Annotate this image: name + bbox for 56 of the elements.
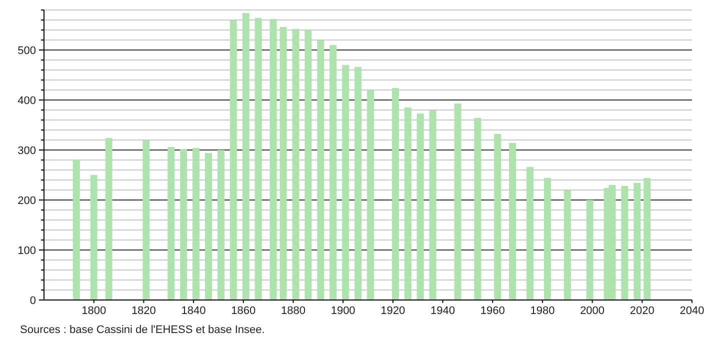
bar bbox=[292, 29, 300, 300]
x-tick-label: 1960 bbox=[480, 305, 505, 317]
x-tick-label: 1820 bbox=[131, 305, 156, 317]
bar bbox=[90, 175, 98, 300]
bar bbox=[254, 18, 262, 300]
bar bbox=[586, 200, 594, 300]
y-tick-label: 0 bbox=[30, 294, 36, 307]
bar bbox=[217, 150, 224, 300]
bar bbox=[354, 67, 362, 300]
y-tick-label: 300 bbox=[18, 144, 36, 157]
bar bbox=[180, 149, 188, 300]
x-tick-label: 1860 bbox=[231, 305, 256, 317]
y-tick-label: 400 bbox=[18, 94, 36, 107]
bar bbox=[204, 153, 212, 300]
x-tick-label: 1800 bbox=[82, 305, 106, 317]
bar bbox=[192, 148, 200, 300]
y-tick-label: 500 bbox=[18, 44, 36, 57]
bar bbox=[621, 186, 628, 300]
bar bbox=[634, 183, 641, 300]
bar bbox=[317, 40, 324, 300]
bar bbox=[230, 20, 237, 300]
y-tick-label: 200 bbox=[18, 194, 36, 207]
bar bbox=[168, 147, 175, 300]
x-tick-label: 1940 bbox=[430, 305, 456, 317]
x-tick-label: 1840 bbox=[181, 305, 206, 317]
bar bbox=[142, 140, 150, 300]
y-tick-label: 100 bbox=[18, 244, 36, 257]
x-tick-label: 1880 bbox=[280, 305, 306, 317]
bar bbox=[270, 19, 277, 300]
bar bbox=[544, 178, 551, 300]
bar bbox=[454, 104, 462, 300]
bar bbox=[392, 88, 399, 300]
bar bbox=[280, 27, 287, 300]
bar bbox=[105, 138, 112, 300]
bar bbox=[494, 134, 502, 300]
x-tick-label: 2000 bbox=[580, 305, 605, 317]
bar bbox=[242, 13, 250, 300]
bar bbox=[526, 167, 534, 300]
bar bbox=[72, 160, 80, 300]
x-tick-label: 1920 bbox=[380, 305, 406, 317]
bar bbox=[304, 30, 312, 300]
bar bbox=[342, 65, 350, 300]
bar bbox=[509, 143, 516, 300]
bar bbox=[330, 45, 337, 300]
bar bbox=[474, 118, 482, 300]
x-tick-label: 2020 bbox=[630, 305, 654, 317]
source-note: Sources : base Cassini de l'EHESS et base Insee. bbox=[20, 324, 265, 336]
bar bbox=[404, 108, 412, 300]
x-tick-label: 1980 bbox=[530, 305, 555, 317]
bar bbox=[366, 90, 374, 300]
bar bbox=[644, 178, 651, 300]
bar bbox=[416, 114, 424, 300]
bar bbox=[429, 110, 436, 300]
x-tick-label: 2040 bbox=[680, 305, 704, 317]
bar bbox=[564, 190, 571, 300]
x-tick-label: 1900 bbox=[330, 305, 356, 317]
